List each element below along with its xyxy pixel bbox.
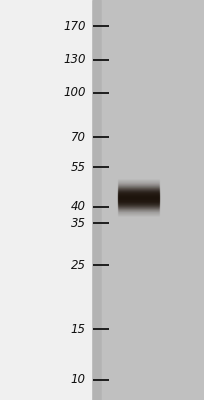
Text: 10: 10 [71, 373, 86, 386]
Text: 70: 70 [71, 130, 86, 144]
Text: 55: 55 [71, 161, 86, 174]
Text: 170: 170 [63, 20, 86, 33]
Text: 40: 40 [71, 200, 86, 213]
Text: 130: 130 [63, 53, 86, 66]
Text: 15: 15 [71, 323, 86, 336]
Text: 25: 25 [71, 259, 86, 272]
Text: 100: 100 [63, 86, 86, 99]
Text: 35: 35 [71, 217, 86, 230]
